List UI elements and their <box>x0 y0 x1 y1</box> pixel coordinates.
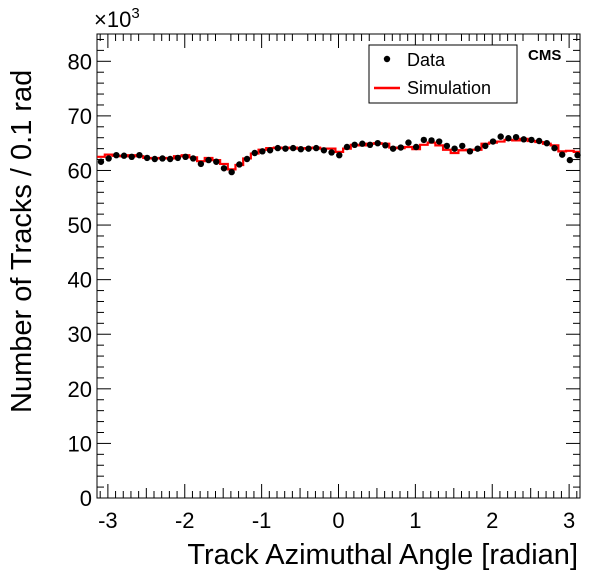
data-point <box>405 139 412 146</box>
legend-data-marker <box>383 55 391 63</box>
data-point <box>182 153 189 161</box>
data-point <box>289 144 297 152</box>
data-point <box>559 151 566 158</box>
data-point <box>159 155 166 162</box>
data-point <box>136 151 143 159</box>
data-point <box>397 144 404 151</box>
x-axis-title: Track Azimuthal Angle [radian] <box>187 539 578 571</box>
data-point <box>313 144 320 152</box>
y-tick-label: 30 <box>68 322 92 347</box>
data-point <box>151 155 158 163</box>
data-point <box>220 165 228 172</box>
legend-simulation-label: Simulation <box>407 78 491 98</box>
y-tick-label: 0 <box>80 486 92 511</box>
data-point <box>443 142 451 150</box>
data-point <box>343 143 351 151</box>
legend: Data Simulation <box>368 44 518 104</box>
data-point <box>543 139 551 147</box>
data-point <box>282 145 289 152</box>
data-point <box>466 148 474 155</box>
y-axis-title: Number of Tracks / 0.1 rad <box>6 70 38 413</box>
data-point <box>528 136 535 144</box>
data-point <box>520 136 527 143</box>
data-point <box>243 155 251 163</box>
data-point <box>482 142 489 150</box>
data-point <box>505 135 512 142</box>
x-tick-label: 0 <box>332 508 344 533</box>
data-point <box>566 156 574 164</box>
axis-ticks <box>97 34 580 499</box>
data-point <box>197 160 205 168</box>
data-point <box>489 138 497 145</box>
data-point <box>428 137 435 144</box>
data-point <box>251 149 258 157</box>
data-point <box>174 154 182 162</box>
legend-data-label: Data <box>407 50 446 70</box>
data-point <box>366 141 374 149</box>
data-point <box>389 145 397 152</box>
legend-box <box>368 44 518 104</box>
cms-label: CMS <box>528 47 561 64</box>
data-point <box>412 143 420 151</box>
x-tick-label: 3 <box>563 508 575 533</box>
data-point <box>105 155 112 162</box>
data-point <box>351 141 358 149</box>
data-point <box>274 144 281 152</box>
y-tick-label: 10 <box>68 431 92 456</box>
data-point <box>259 148 266 155</box>
y-tick-label: 50 <box>68 213 92 238</box>
data-point <box>305 145 312 152</box>
data-point <box>166 155 174 163</box>
data-point <box>359 140 366 147</box>
data-point <box>328 149 335 156</box>
y-multiplier: ×103 <box>94 5 140 32</box>
data-point <box>228 168 235 176</box>
data-point <box>497 133 504 140</box>
data-point <box>97 158 105 165</box>
data-point <box>451 145 458 152</box>
y-tick-label: 20 <box>68 377 92 402</box>
plot-frame <box>96 33 581 499</box>
data-point <box>336 151 343 159</box>
data-point <box>320 147 328 154</box>
y-tick-label: 60 <box>68 158 92 183</box>
data-point <box>128 153 135 161</box>
data-point <box>266 147 274 154</box>
data-point <box>420 136 428 144</box>
data-point <box>382 142 389 149</box>
data-point <box>143 154 151 162</box>
data-point <box>236 161 243 168</box>
y-tick-label: 70 <box>68 104 92 129</box>
data-point <box>213 158 220 165</box>
data-point <box>113 151 120 159</box>
data-point <box>436 138 443 145</box>
data-point <box>474 145 481 152</box>
data-series <box>97 133 581 176</box>
y-tick-label: 80 <box>68 49 92 74</box>
x-tick-label: -3 <box>98 508 118 533</box>
x-tick-label: 2 <box>486 508 498 533</box>
y-tick-label: 40 <box>68 268 92 293</box>
data-point <box>190 155 197 162</box>
data-point <box>297 145 305 153</box>
data-point <box>459 142 466 150</box>
data-point <box>512 133 520 141</box>
data-point <box>374 139 381 147</box>
data-point <box>120 152 128 159</box>
x-tick-label: -1 <box>252 508 272 533</box>
data-point <box>535 137 543 145</box>
x-tick-label: -2 <box>175 508 195 533</box>
data-point <box>574 151 581 159</box>
data-point <box>205 156 212 164</box>
x-tick-label: 1 <box>409 508 421 533</box>
data-point <box>551 144 558 152</box>
